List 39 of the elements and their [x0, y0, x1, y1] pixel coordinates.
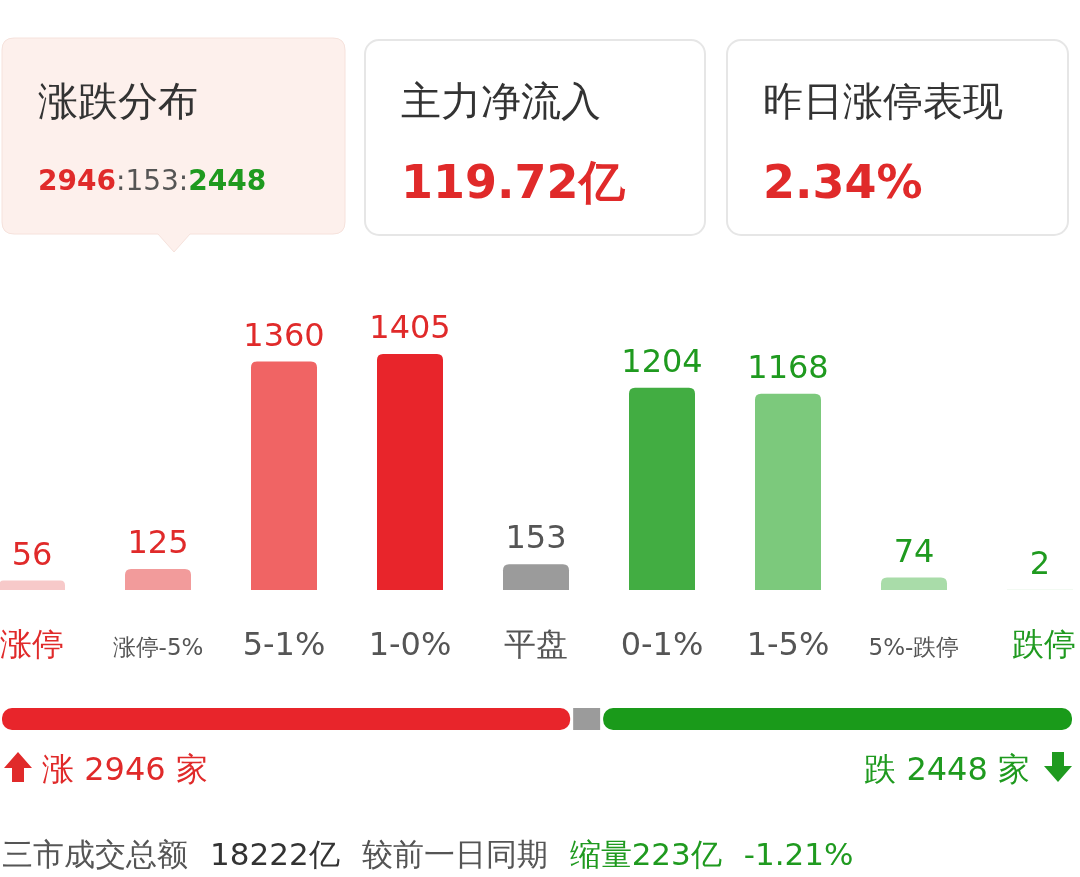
data-label: 56 [11, 534, 53, 573]
text: 昨日涨停表现 [763, 78, 1003, 124]
x-tick-label: 涨停-5% [112, 634, 204, 660]
text: 2.34% [763, 155, 923, 209]
data-label: 153 [505, 518, 567, 557]
x-tick-label: 5-1% [242, 625, 326, 663]
x-tick-label: 平盘 [504, 625, 568, 663]
bar [755, 393, 821, 590]
bar [0, 580, 65, 590]
x-tick-label: 跌停 [1012, 625, 1076, 663]
text: 三市成交总额 [2, 836, 188, 872]
text: 18222亿 [210, 836, 340, 872]
bar [503, 564, 569, 590]
text: 缩量223亿 [569, 836, 722, 872]
bar [251, 361, 317, 590]
data-label: 74 [893, 531, 935, 570]
bar [125, 569, 191, 590]
bar [629, 387, 695, 590]
text: 涨跌分布 [38, 78, 198, 124]
text: 主力净流入 [401, 78, 601, 124]
data-label: 1204 [621, 341, 703, 380]
data-label: 2 [1029, 543, 1051, 582]
text: 119.72亿 [401, 155, 626, 209]
text: 涨 2946 家 [42, 750, 208, 788]
x-tick-label: 5%-跌停 [868, 634, 960, 660]
data-label: 1360 [243, 315, 325, 354]
x-tick-label: 1-0% [368, 625, 452, 663]
text: 较前一日同期 [361, 836, 548, 872]
text: -1.21% [743, 836, 854, 872]
bar [377, 354, 443, 590]
x-tick-label: 1-5% [746, 625, 830, 663]
data-label: 1405 [369, 308, 451, 346]
text: 跌 2448 家 [864, 750, 1030, 788]
x-tick-label: 0-1% [620, 625, 704, 663]
text: 2946:153:2448 [38, 164, 267, 197]
bar [881, 577, 947, 590]
x-tick-label: 涨停 [0, 625, 64, 663]
data-label: 1168 [747, 347, 829, 386]
data-label: 125 [127, 523, 189, 561]
